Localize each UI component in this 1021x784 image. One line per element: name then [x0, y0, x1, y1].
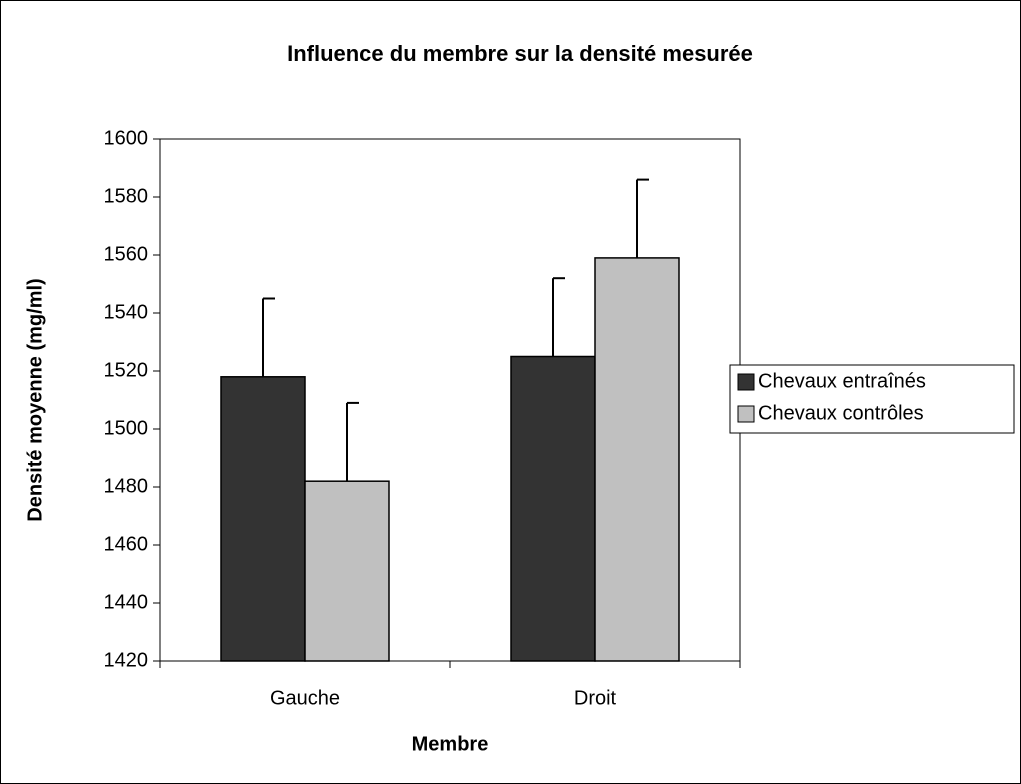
bar — [510, 355, 596, 662]
legend-label: Chevaux contrôles — [758, 402, 924, 424]
y-tick-label: 1540 — [104, 301, 149, 323]
legend-label: Chevaux entraînés — [758, 370, 926, 392]
x-axis-label: Membre — [412, 733, 489, 755]
y-tick-label: 1460 — [104, 533, 149, 555]
y-tick-label: 1480 — [104, 475, 149, 497]
x-tick-label: Gauche — [270, 687, 340, 709]
bar — [304, 480, 390, 662]
chart-title: Influence du membre sur la densité mesur… — [287, 41, 753, 66]
legend — [729, 364, 1015, 434]
legend-swatch — [737, 373, 755, 391]
y-tick-label: 1520 — [104, 359, 149, 381]
x-tick-label: Droit — [574, 687, 617, 709]
y-tick-label: 1580 — [104, 185, 149, 207]
y-tick-label: 1560 — [104, 243, 149, 265]
y-tick-label: 1600 — [104, 127, 149, 149]
y-tick-label: 1440 — [104, 591, 149, 613]
y-axis-label: Densité moyenne (mg/ml) — [24, 278, 46, 521]
legend-swatch — [737, 405, 755, 423]
y-tick-label: 1420 — [104, 649, 149, 671]
y-tick-label: 1500 — [104, 417, 149, 439]
bar — [594, 257, 680, 662]
bar — [220, 376, 306, 662]
